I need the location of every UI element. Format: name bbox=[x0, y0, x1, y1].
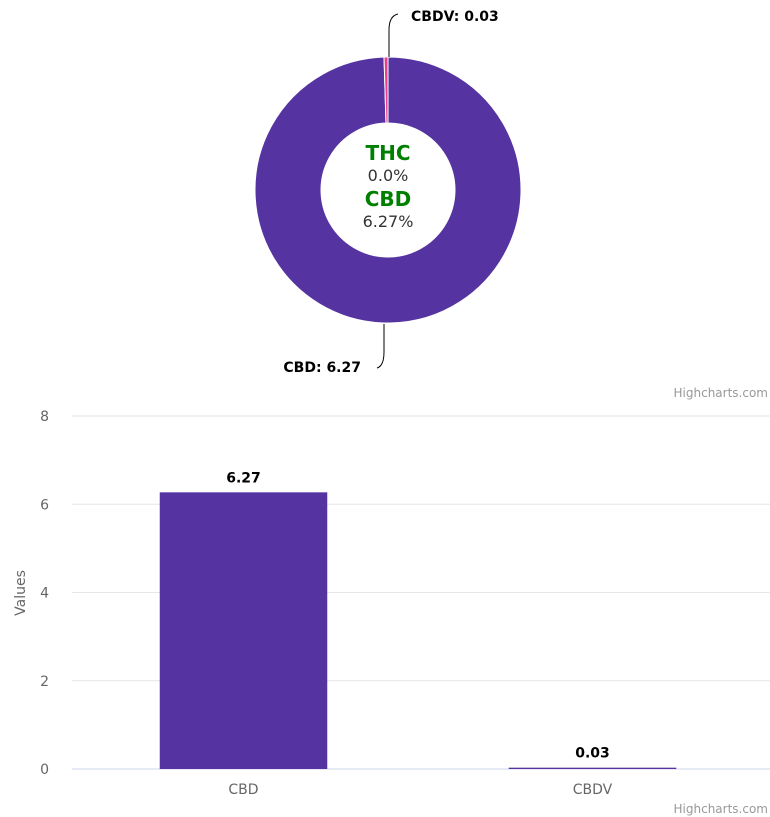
x-tick-label-cbd: CBD bbox=[228, 782, 258, 798]
x-tick-label-cbdv: CBDV bbox=[573, 782, 613, 798]
donut-credit[interactable]: Highcharts.com bbox=[674, 386, 768, 400]
y-tick-label: 8 bbox=[40, 409, 49, 425]
donut-center-cbd-value: 6.27% bbox=[363, 212, 414, 231]
donut-label-cbdv: CBDV: 0.03 bbox=[411, 9, 499, 25]
donut-label-cbd: CBD: 6.27 bbox=[283, 360, 361, 376]
donut-slice-cbd[interactable] bbox=[254, 56, 522, 324]
donut-connector-cbdv bbox=[388, 13, 399, 57]
donut-slices bbox=[254, 56, 522, 324]
y-axis-title: Values bbox=[13, 570, 29, 616]
donut-connectors bbox=[376, 13, 399, 369]
y-tick-label: 4 bbox=[40, 586, 49, 602]
bar-cbdv[interactable] bbox=[508, 767, 677, 769]
bar-credit[interactable]: Highcharts.com bbox=[674, 802, 768, 816]
bar-value-label-cbdv: 0.03 bbox=[575, 746, 610, 762]
bar-value-label-cbd: 6.27 bbox=[226, 470, 261, 486]
donut-center-thc-label: THC bbox=[365, 141, 410, 165]
donut-chart: CBDV: 0.03 CBD: 6.27 THC 0.0% CBD 6.27% … bbox=[254, 9, 768, 400]
y-tick-label: 0 bbox=[40, 762, 49, 778]
y-tick-label: 2 bbox=[40, 674, 49, 690]
donut-slice-cbdv[interactable] bbox=[383, 56, 389, 124]
donut-center-thc-value: 0.0% bbox=[368, 166, 409, 185]
bar-cbd[interactable] bbox=[159, 492, 328, 769]
donut-center-cbd-label: CBD bbox=[365, 187, 412, 211]
bar-x-tick-labels: CBD CBDV bbox=[228, 782, 612, 798]
bar-value-labels: 6.27 0.03 bbox=[226, 470, 610, 761]
bar-y-tick-labels: 0 2 4 6 8 bbox=[40, 409, 49, 778]
donut-connector-cbd bbox=[376, 324, 385, 369]
bar-chart: 0 2 4 6 8 6.27 0.03 CBD CBDV Values Highcharts… bbox=[13, 409, 770, 816]
bar-bars bbox=[159, 492, 677, 769]
y-tick-label: 6 bbox=[40, 497, 49, 513]
